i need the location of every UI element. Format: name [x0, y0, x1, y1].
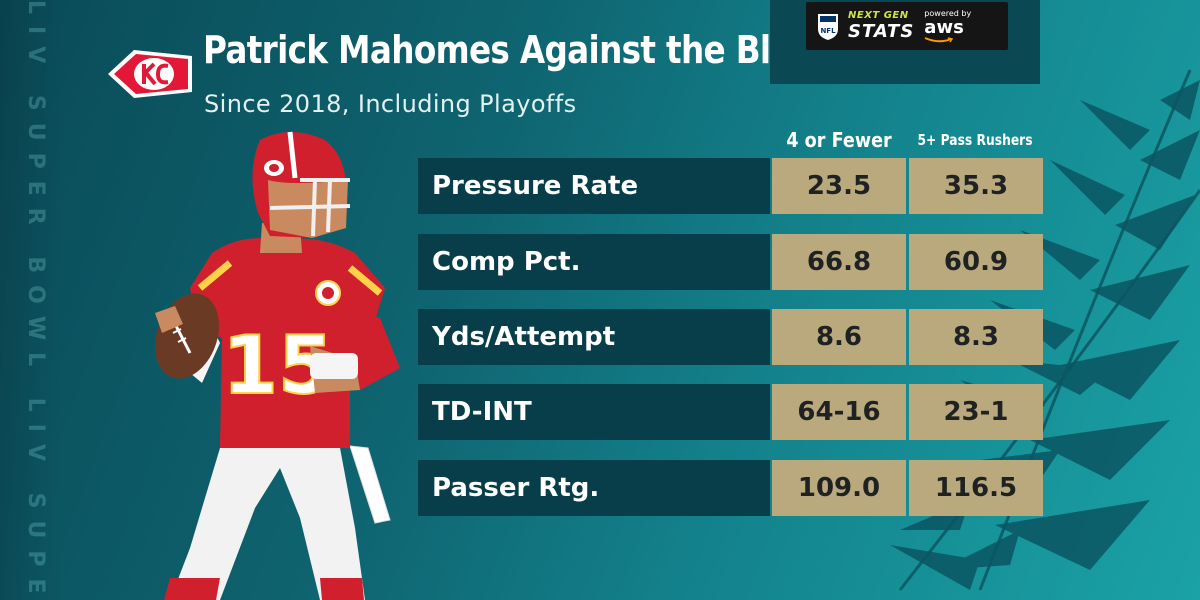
stat-row-comp-pct: Comp Pct. 66.8 60.9: [418, 234, 1043, 290]
aws-smile-icon: [924, 36, 954, 42]
ngs-wordmark: NEXT GEN STATS: [848, 11, 914, 41]
ngs-top-label: NEXT GEN: [848, 10, 909, 21]
stat-row-td-int: TD-INT 64-16 23-1: [418, 384, 1043, 440]
ngs-main-label: STATS: [848, 21, 915, 42]
aws-wordmark: powered by aws: [924, 8, 972, 43]
stat-row-pressure-rate: Pressure Rate 23.5 35.3: [418, 158, 1043, 214]
svg-text:NFL: NFL: [820, 27, 836, 35]
stat-label: Comp Pct.: [418, 234, 770, 290]
page-title: Patrick Mahomes Against the Blitz: [203, 28, 815, 72]
stat-value-4-or-fewer: 64-16: [772, 384, 906, 440]
stat-value-5-plus: 60.9: [909, 234, 1043, 290]
chiefs-logo-icon: [108, 50, 192, 98]
stat-row-yds-attempt: Yds/Attempt 8.6 8.3: [418, 309, 1043, 365]
aws-label: aws: [924, 16, 964, 38]
column-header-5-plus-rushers: 5+ Pass Rushers: [917, 131, 1033, 149]
stat-value-4-or-fewer: 23.5: [772, 158, 906, 214]
stat-label: Pressure Rate: [418, 158, 770, 214]
powered-by-label: powered by: [924, 8, 972, 18]
stat-value-4-or-fewer: 8.6: [772, 309, 906, 365]
stat-row-passer-rtg: Passer Rtg. 109.0 116.5: [418, 460, 1043, 516]
column-header-4-or-fewer: 4 or Fewer: [786, 128, 892, 152]
stat-label: Passer Rtg.: [418, 460, 770, 516]
next-gen-stats-badge: NFL NEXT GEN STATS powered by aws: [806, 2, 1008, 50]
stat-value-5-plus: 35.3: [909, 158, 1043, 214]
player-illustration: 15: [155, 131, 400, 600]
stat-label: Yds/Attempt: [418, 309, 770, 365]
stat-value-5-plus: 23-1: [909, 384, 1043, 440]
vertical-watermark: LIV SUPER BOWL LIV SUPER BOWL LIV SUPER …: [8, 0, 48, 600]
nfl-shield-icon: NFL: [818, 14, 838, 40]
stat-value-4-or-fewer: 109.0: [772, 460, 906, 516]
page-subtitle: Since 2018, Including Playoffs: [204, 90, 577, 118]
stat-value-5-plus: 116.5: [909, 460, 1043, 516]
stat-label: TD-INT: [418, 384, 770, 440]
left-strip: [0, 0, 62, 600]
stat-value-4-or-fewer: 66.8: [772, 234, 906, 290]
stat-value-5-plus: 8.3: [909, 309, 1043, 365]
